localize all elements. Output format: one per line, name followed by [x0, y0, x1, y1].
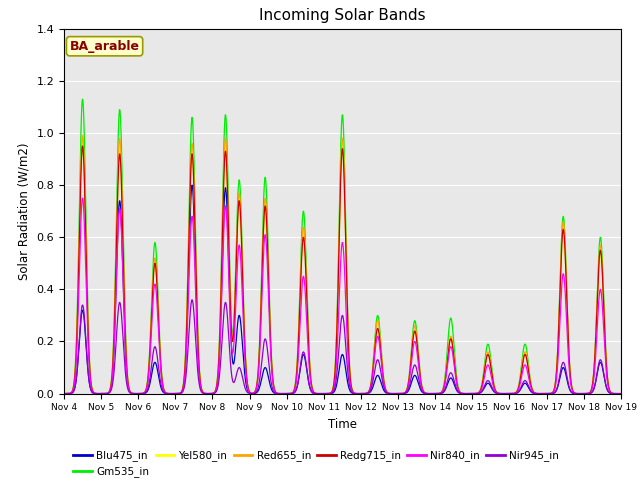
Redg715_in: [79, 143, 86, 149]
Nir840_in: [90, 390, 97, 396]
Red655_in: [345, 357, 353, 362]
Blu475_in: [60, 391, 68, 396]
Blu475_in: [188, 182, 196, 188]
Red655_in: [204, 391, 212, 396]
Yel580_in: [399, 391, 406, 396]
Nir945_in: [60, 391, 68, 396]
Yel580_in: [204, 391, 212, 396]
Nir840_in: [617, 391, 625, 396]
Line: Yel580_in: Yel580_in: [64, 141, 621, 394]
Gm535_in: [79, 96, 86, 102]
X-axis label: Time: Time: [328, 418, 357, 431]
Nir945_in: [399, 391, 406, 396]
Nir840_in: [79, 195, 86, 201]
Redg715_in: [143, 385, 150, 391]
Blu475_in: [90, 390, 97, 396]
Yel580_in: [90, 389, 97, 395]
Gm535_in: [143, 384, 150, 390]
Nir840_in: [60, 391, 68, 396]
Gm535_in: [353, 391, 361, 396]
Line: Redg715_in: Redg715_in: [64, 146, 621, 394]
Blu475_in: [143, 389, 150, 395]
Redg715_in: [353, 391, 361, 396]
Redg715_in: [617, 391, 625, 396]
Nir945_in: [617, 391, 625, 396]
Y-axis label: Solar Radiation (W/m2): Solar Radiation (W/m2): [18, 143, 31, 280]
Redg715_in: [204, 391, 212, 396]
Yel580_in: [353, 391, 361, 396]
Nir840_in: [399, 391, 406, 396]
Gm535_in: [204, 391, 212, 396]
Yel580_in: [79, 138, 86, 144]
Line: Red655_in: Red655_in: [64, 136, 621, 394]
Text: BA_arable: BA_arable: [70, 40, 140, 53]
Line: Nir945_in: Nir945_in: [64, 300, 621, 394]
Nir945_in: [353, 391, 361, 396]
Yel580_in: [617, 391, 625, 396]
Red655_in: [79, 133, 86, 139]
Yel580_in: [143, 385, 150, 391]
Yel580_in: [60, 391, 68, 396]
Line: Gm535_in: Gm535_in: [64, 99, 621, 394]
Red655_in: [399, 391, 406, 396]
Redg715_in: [345, 358, 353, 364]
Gm535_in: [90, 389, 97, 395]
Nir945_in: [143, 389, 150, 395]
Redg715_in: [399, 391, 406, 396]
Gm535_in: [345, 354, 353, 360]
Title: Incoming Solar Bands: Incoming Solar Bands: [259, 9, 426, 24]
Blu475_in: [399, 391, 406, 396]
Nir840_in: [204, 391, 212, 396]
Red655_in: [143, 384, 150, 390]
Gm535_in: [617, 391, 625, 396]
Nir840_in: [345, 371, 353, 376]
Nir840_in: [143, 386, 150, 392]
Blu475_in: [617, 391, 625, 396]
Red655_in: [617, 391, 625, 396]
Red655_in: [353, 391, 361, 396]
Nir945_in: [188, 297, 196, 303]
Red655_in: [90, 389, 97, 395]
Legend: Blu475_in, Gm535_in, Yel580_in, Red655_in, Redg715_in, Nir840_in, Nir945_in: Blu475_in, Gm535_in, Yel580_in, Red655_i…: [69, 446, 563, 480]
Nir945_in: [345, 380, 353, 386]
Gm535_in: [399, 391, 406, 396]
Redg715_in: [60, 391, 68, 396]
Line: Nir840_in: Nir840_in: [64, 198, 621, 394]
Blu475_in: [353, 391, 361, 396]
Gm535_in: [60, 391, 68, 396]
Red655_in: [60, 391, 68, 396]
Blu475_in: [204, 391, 212, 396]
Blu475_in: [345, 385, 353, 391]
Nir840_in: [353, 391, 361, 396]
Yel580_in: [345, 357, 353, 363]
Nir945_in: [204, 391, 212, 396]
Redg715_in: [90, 389, 97, 395]
Line: Blu475_in: Blu475_in: [64, 185, 621, 394]
Nir945_in: [90, 390, 97, 396]
